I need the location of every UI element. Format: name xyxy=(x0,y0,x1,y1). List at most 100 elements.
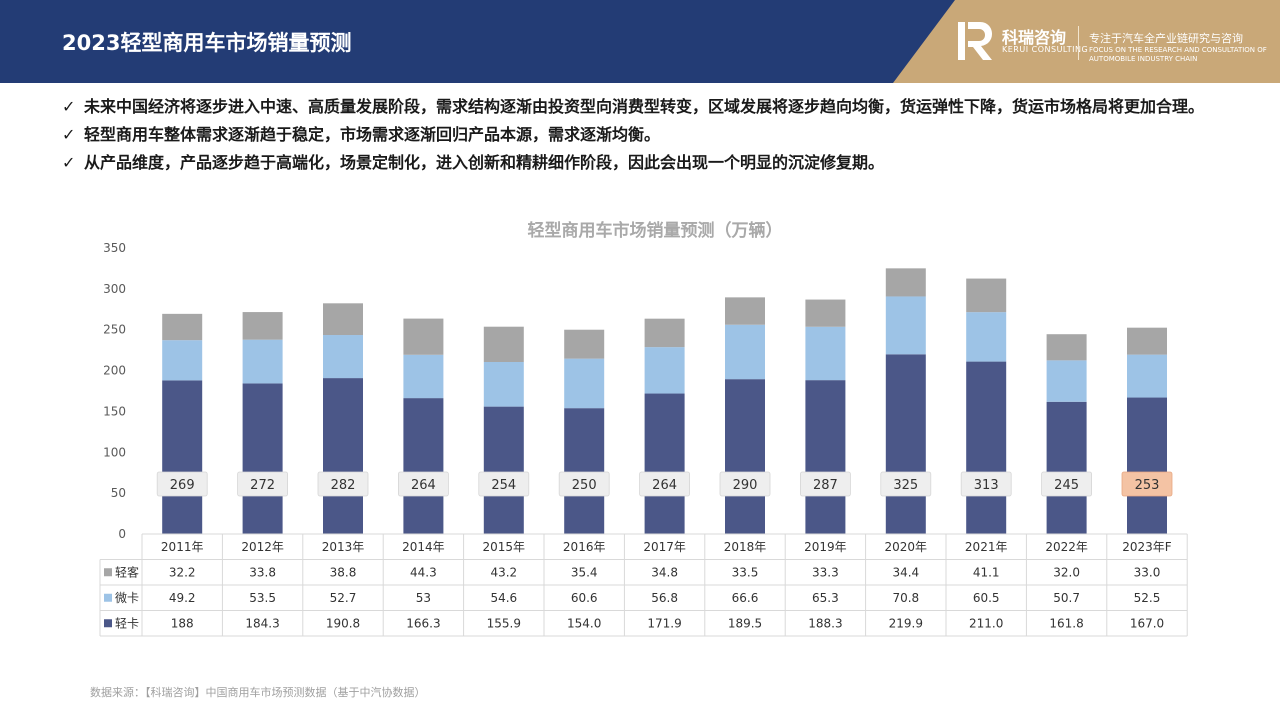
bar-segment xyxy=(564,329,605,359)
total-label: 313 xyxy=(974,478,999,493)
table-cell: 190.8 xyxy=(326,617,360,631)
x-category-label: 2017年 xyxy=(643,540,686,554)
table-cell: 52.7 xyxy=(330,591,357,605)
table-cell: 188 xyxy=(171,617,194,631)
checkmark-icon: ✓ xyxy=(62,153,76,172)
bullet-item: ✓ 未来中国经济将逐步进入中速、高质量发展阶段，需求结构逐渐由投资型向消费型转变… xyxy=(62,97,1222,117)
total-label: 272 xyxy=(250,478,275,493)
total-label-box xyxy=(960,471,1012,497)
bar-segment xyxy=(725,324,765,380)
bar-segment xyxy=(564,408,605,534)
bar-segment xyxy=(162,313,203,341)
table-cell: 52.5 xyxy=(1134,591,1161,605)
bar-segment xyxy=(966,361,1007,534)
bar-segment xyxy=(483,406,524,534)
x-category-label: 2022年 xyxy=(1045,540,1088,554)
bar-segment xyxy=(1127,397,1167,534)
total-label: 269 xyxy=(170,478,195,493)
bullet-text: 轻型商用车整体需求逐渐趋于稳定，市场需求逐渐回归产品本源，需求逐渐均衡。 xyxy=(84,125,661,144)
x-category-label: 2016年 xyxy=(563,540,606,554)
y-tick-label: 300 xyxy=(103,282,126,296)
bar-segment xyxy=(162,340,203,381)
table-cell: 211.0 xyxy=(969,617,1003,631)
total-label-box xyxy=(719,471,771,497)
bar-segment xyxy=(564,358,605,409)
table-cell: 53.5 xyxy=(249,591,276,605)
total-label: 245 xyxy=(1054,478,1079,493)
total-label-box xyxy=(558,471,610,497)
logo-subtitle: KERUI CONSULTING xyxy=(1002,45,1089,54)
bar-segment xyxy=(162,380,203,534)
bar-segment xyxy=(805,380,846,534)
table-cell: 167.0 xyxy=(1130,617,1164,631)
table-cell: 219.9 xyxy=(889,617,923,631)
total-label: 250 xyxy=(572,478,597,493)
table-cell: 60.6 xyxy=(571,591,598,605)
bar-segment xyxy=(1046,360,1087,402)
table-cell: 161.8 xyxy=(1049,617,1083,631)
logo-name: 科瑞咨询 xyxy=(1002,28,1067,47)
checkmark-icon: ✓ xyxy=(62,125,76,144)
bar-segment xyxy=(805,299,846,327)
y-tick-label: 150 xyxy=(103,404,126,418)
table-cell: 65.3 xyxy=(812,591,839,605)
bar-segment xyxy=(323,303,363,336)
bar-segment xyxy=(966,278,1007,313)
table-cell: 49.2 xyxy=(169,591,196,605)
table-cell: 66.6 xyxy=(732,591,759,605)
table-cell: 70.8 xyxy=(892,591,919,605)
bar-segment xyxy=(885,268,926,297)
total-label-box xyxy=(156,471,208,497)
bullet-text: 未来中国经济将逐步进入中速、高质量发展阶段，需求结构逐渐由投资型向消费型转变，区… xyxy=(84,97,1205,116)
bar-segment xyxy=(323,378,363,534)
bullet-list: ✓ 未来中国经济将逐步进入中速、高质量发展阶段，需求结构逐渐由投资型向消费型转变… xyxy=(62,97,1222,181)
kerui-logo-icon xyxy=(958,22,992,60)
bar-segment xyxy=(1046,401,1087,534)
bar-segment xyxy=(644,393,685,534)
table-cell: 54.6 xyxy=(490,591,517,605)
bar-segment xyxy=(725,379,765,534)
x-category-label: 2019年 xyxy=(804,540,847,554)
total-label-box xyxy=(478,471,530,497)
total-label: 325 xyxy=(893,478,918,493)
total-label: 282 xyxy=(331,478,356,493)
bar-segment xyxy=(242,339,283,384)
table-cell: 184.3 xyxy=(245,617,279,631)
table-cell: 33.8 xyxy=(249,566,276,580)
table-cell: 34.8 xyxy=(651,566,678,580)
bullet-text: 从产品维度，产品逐步趋于高端化，场景定制化，进入创新和精耕细作阶段，因此会出现一… xyxy=(84,153,885,172)
table-cell: 41.1 xyxy=(973,566,1000,580)
bullet-item: ✓ 轻型商用车整体需求逐渐趋于稳定，市场需求逐渐回归产品本源，需求逐渐均衡。 xyxy=(62,125,1222,145)
total-label-box xyxy=(397,471,449,497)
total-label: 264 xyxy=(411,478,436,493)
table-cell: 53 xyxy=(416,591,431,605)
total-label-box xyxy=(800,471,851,497)
total-label: 264 xyxy=(652,478,677,493)
tagline-english: FOCUS ON THE RESEARCH AND CONSULTATION O… xyxy=(1089,46,1267,63)
total-label-box xyxy=(880,471,932,497)
bar-segment xyxy=(1046,334,1087,361)
table-cell: 33.0 xyxy=(1134,566,1161,580)
table-cell: 35.4 xyxy=(571,566,598,580)
total-label-box xyxy=(1041,471,1092,497)
stacked-bar-chart: 0 50 100 150 200 250 300 350 269 272 282 264 254 250 2… xyxy=(99,241,1188,637)
bar-segment xyxy=(403,354,444,399)
y-tick-label: 100 xyxy=(103,445,126,459)
bar-segment xyxy=(483,326,524,362)
bar-segment xyxy=(725,297,765,325)
table-cell: 56.8 xyxy=(651,591,678,605)
legend-label: 轻客 xyxy=(115,565,139,580)
table-cell: 171.9 xyxy=(647,617,681,631)
total-label-box xyxy=(1121,471,1173,497)
table-cell: 166.3 xyxy=(406,617,440,631)
bar-segment xyxy=(403,398,444,534)
total-label: 287 xyxy=(813,478,838,493)
table-cell: 32.2 xyxy=(169,566,196,580)
legend-swatch xyxy=(104,619,112,628)
table-cell: 154.0 xyxy=(567,617,601,631)
bar-segment xyxy=(1127,354,1167,398)
legend-swatch xyxy=(104,593,112,602)
table-cell: 189.5 xyxy=(728,617,762,631)
total-label: 253 xyxy=(1135,478,1160,493)
table-cell: 32.0 xyxy=(1053,566,1080,580)
